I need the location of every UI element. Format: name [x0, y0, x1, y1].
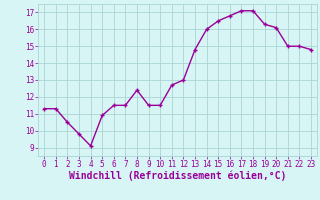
X-axis label: Windchill (Refroidissement éolien,°C): Windchill (Refroidissement éolien,°C) [69, 171, 286, 181]
